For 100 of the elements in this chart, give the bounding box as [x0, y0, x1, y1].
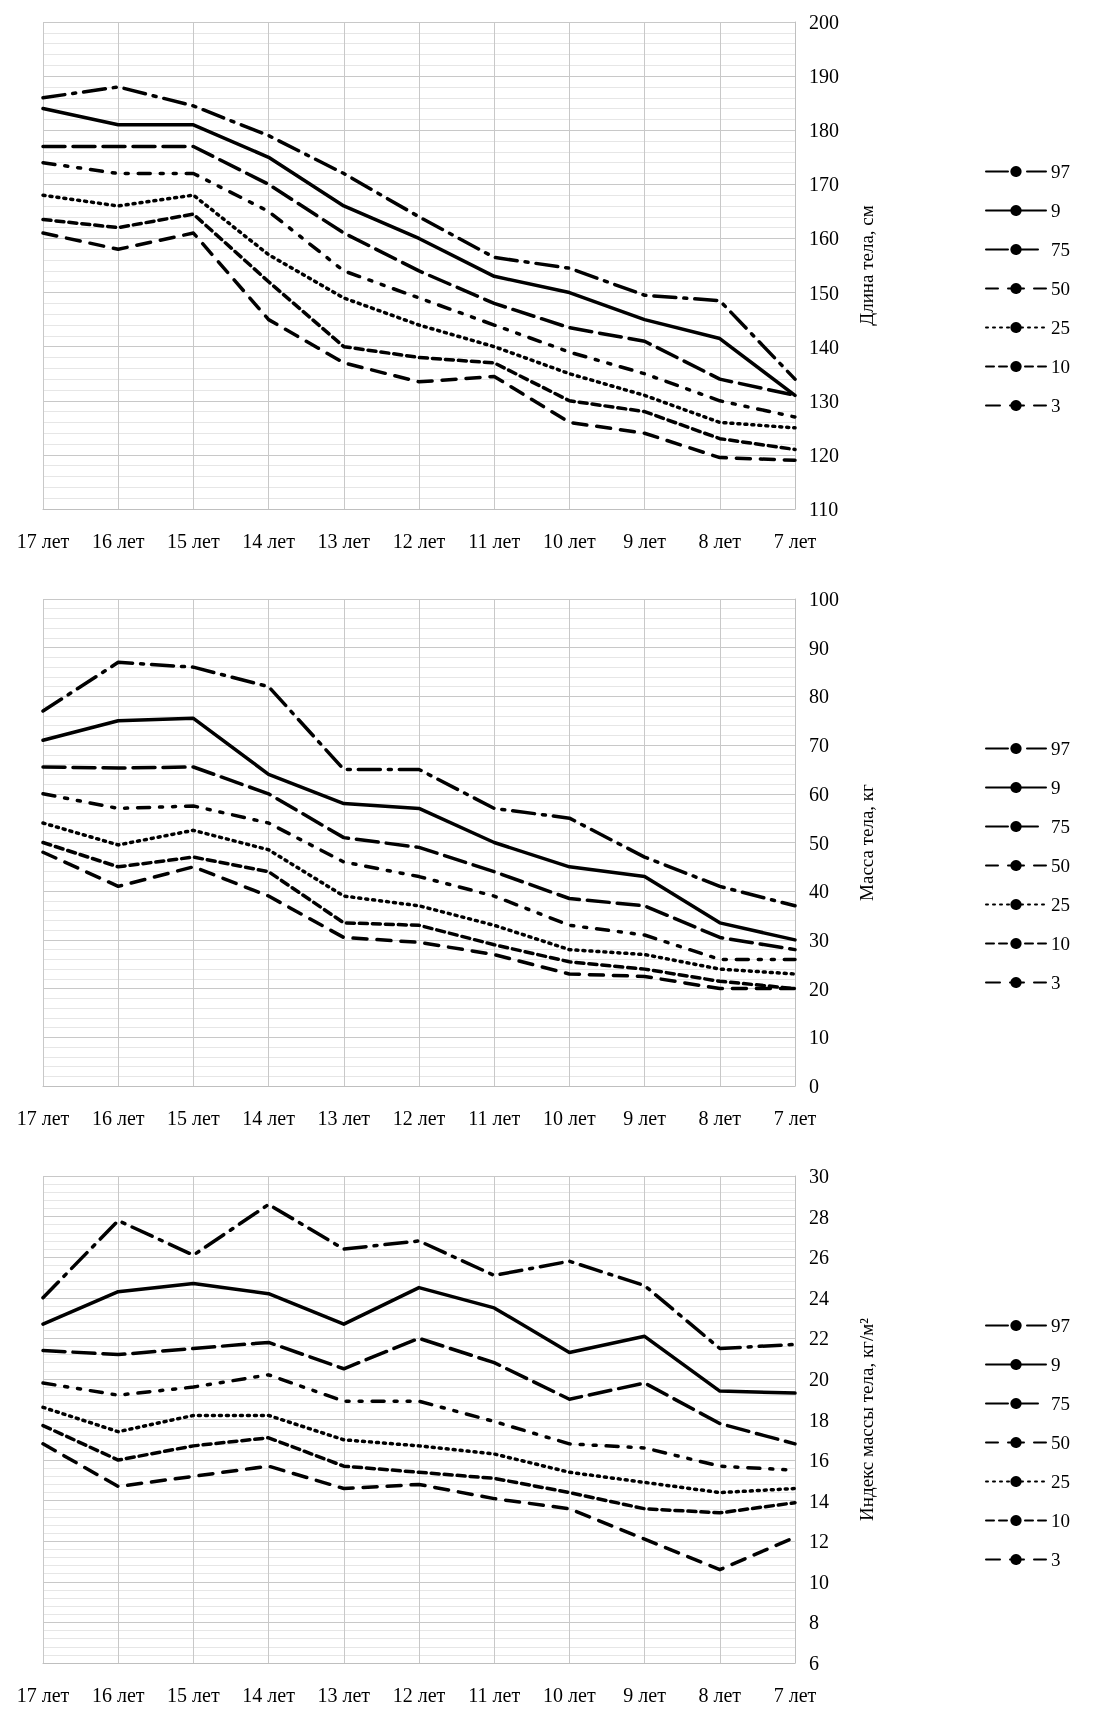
y-tick-label: 170 [809, 173, 839, 196]
legend-label: 3 [1051, 972, 1061, 993]
line-series [41, 1281, 797, 1395]
y-tick-label: 18 [809, 1408, 829, 1431]
line-series [41, 660, 797, 908]
legend-label: 25 [1051, 894, 1070, 915]
x-tick-label: 8 лет [698, 1107, 742, 1129]
y-tick-label: 8 [809, 1611, 819, 1634]
line-series [41, 716, 797, 942]
y-tick-label: 0 [809, 1075, 819, 1097]
x-tick-label: 13 лет [317, 1107, 371, 1129]
legend-label: 75 [1051, 816, 1070, 837]
legend-label: 25 [1051, 1471, 1070, 1492]
x-tick-label: 15 лет [167, 530, 220, 552]
x-tick-label: 17 лет [16, 530, 70, 552]
x-tick-label: 12 лет [392, 1684, 446, 1706]
legend-label: 50 [1051, 1432, 1070, 1453]
x-tick-label: 14 лет [242, 1684, 296, 1706]
y-tick-label: 30 [809, 1165, 829, 1187]
y-tick-label: 22 [809, 1327, 829, 1350]
x-tick-label: 9 лет [623, 530, 667, 552]
y-tick-label: 120 [809, 443, 839, 466]
x-tick-label: 11 лет [468, 530, 521, 552]
x-tick-label: 11 лет [468, 1107, 521, 1129]
x-tick-label: 14 лет [242, 530, 296, 552]
x-tick-label: 7 лет [773, 1684, 817, 1706]
y-tick-label: 190 [809, 65, 839, 88]
x-tick-label: 12 лет [392, 530, 446, 552]
legend-label: 9 [1051, 1354, 1061, 1375]
legend-label: 75 [1051, 1393, 1070, 1414]
x-tick-label: 7 лет [773, 530, 817, 552]
y-tick-label: 10 [809, 1570, 829, 1593]
legend-label: 10 [1051, 933, 1070, 954]
line-series [41, 1405, 797, 1495]
y-tick-label: 160 [809, 227, 839, 250]
y-tick-label: 150 [809, 281, 839, 304]
legend-label: 10 [1051, 356, 1070, 377]
legend-label: 9 [1051, 777, 1061, 798]
y-tick-label: 26 [809, 1246, 829, 1269]
legend-label: 50 [1051, 855, 1070, 876]
y-axis-title: Длина тела, см [856, 205, 877, 326]
x-tick-label: 11 лет [468, 1684, 521, 1706]
y-tick-label: 10 [809, 1026, 829, 1049]
legend-label: 9 [1051, 200, 1061, 221]
x-tick-label: 9 лет [623, 1107, 667, 1129]
y-tick-label: 16 [809, 1449, 829, 1472]
y-tick-label: 60 [809, 782, 829, 805]
line-series [41, 765, 797, 952]
legend-label: 97 [1051, 738, 1070, 759]
line-series [41, 1336, 797, 1446]
x-tick-label: 14 лет [242, 1107, 296, 1129]
line-series [41, 1423, 797, 1515]
x-tick-label: 13 лет [317, 530, 371, 552]
legend-label: 3 [1051, 1549, 1061, 1570]
x-tick-label: 10 лет [543, 1684, 596, 1706]
x-tick-label: 8 лет [698, 1684, 742, 1706]
y-tick-label: 20 [809, 1367, 829, 1390]
y-tick-label: 100 [809, 588, 839, 610]
x-tick-label: 17 лет [16, 1107, 70, 1129]
legend-label: 97 [1051, 161, 1070, 182]
legend-label: 3 [1051, 395, 1061, 416]
legend-label: 10 [1051, 1510, 1070, 1531]
y-axis-title: Масса тела, кг [856, 783, 877, 901]
legend-label: 97 [1051, 1315, 1070, 1336]
x-tick-label: 7 лет [773, 1107, 817, 1129]
line-series [41, 821, 797, 976]
x-tick-label: 13 лет [317, 1684, 371, 1706]
x-tick-label: 9 лет [623, 1684, 667, 1706]
y-tick-label: 14 [809, 1489, 829, 1512]
x-tick-label: 10 лет [543, 1107, 596, 1129]
legend-label: 75 [1051, 239, 1070, 260]
line-series [41, 792, 797, 962]
y-tick-label: 40 [809, 880, 829, 903]
x-tick-label: 16 лет [91, 530, 145, 552]
y-tick-label: 20 [809, 977, 829, 1000]
legend-label: 25 [1051, 317, 1070, 338]
x-tick-label: 15 лет [167, 1107, 220, 1129]
y-tick-label: 28 [809, 1205, 829, 1228]
y-tick-label: 24 [809, 1286, 829, 1309]
y-tick-label: 90 [809, 636, 829, 659]
y-tick-label: 140 [809, 335, 839, 358]
legend-label: 50 [1051, 278, 1070, 299]
line-series [41, 1202, 797, 1351]
y-tick-label: 200 [809, 11, 839, 33]
x-tick-label: 12 лет [392, 1107, 446, 1129]
x-tick-label: 17 лет [16, 1684, 70, 1706]
y-tick-label: 180 [809, 119, 839, 142]
y-tick-label: 50 [809, 831, 829, 854]
y-tick-label: 6 [809, 1652, 819, 1674]
y-tick-label: 130 [809, 389, 839, 412]
y-tick-label: 70 [809, 734, 829, 757]
y-tick-label: 110 [809, 498, 839, 520]
y-tick-label: 12 [809, 1530, 829, 1553]
y-tick-label: 30 [809, 928, 829, 951]
x-tick-label: 16 лет [91, 1107, 145, 1129]
y-axis-title: Индекс массы тела, кг/м² [856, 1317, 877, 1521]
x-tick-label: 10 лет [543, 530, 596, 552]
x-tick-label: 8 лет [698, 530, 742, 552]
x-tick-label: 16 лет [91, 1684, 145, 1706]
x-tick-label: 15 лет [167, 1684, 220, 1706]
